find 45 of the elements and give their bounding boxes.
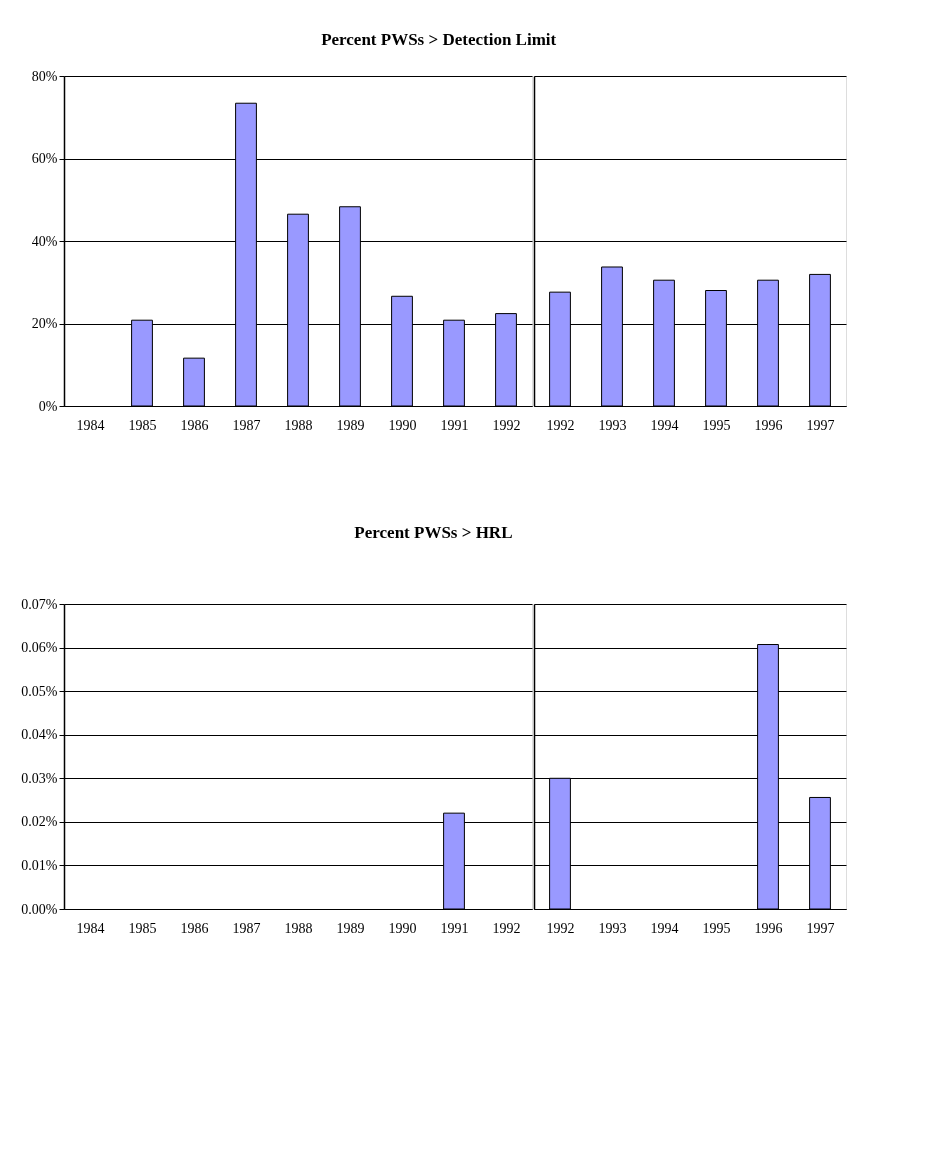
x-tick-label: 1986 bbox=[180, 417, 209, 433]
x-tick-label: 1991 bbox=[440, 920, 469, 936]
chart-title: Percent PWSs > HRL bbox=[354, 522, 513, 542]
x-tick-label: 1985 bbox=[128, 417, 157, 433]
x-tick-label: 1987 bbox=[232, 417, 261, 433]
x-tick-label: 1989 bbox=[336, 417, 365, 433]
x-tick-label: 1984 bbox=[76, 920, 105, 936]
x-tick-label: 1987 bbox=[232, 920, 261, 936]
x-tick-label: 1986 bbox=[180, 920, 209, 936]
x-tick-label: 1993 bbox=[598, 417, 627, 433]
x-tick-label: 1991 bbox=[440, 417, 469, 433]
chart-title: Percent PWSs > Detection Limit bbox=[321, 29, 557, 49]
x-tick-label: 1994 bbox=[650, 920, 679, 936]
y-tick-label: 20% bbox=[31, 316, 58, 331]
y-tick-label: 0.03% bbox=[21, 770, 58, 786]
y-tick-label: 0% bbox=[38, 398, 58, 414]
x-tick-label: 1988 bbox=[284, 920, 313, 936]
x-tick-label: 1992 bbox=[492, 920, 521, 936]
y-tick-label: 40% bbox=[31, 233, 58, 249]
x-tick-label: 1997 bbox=[806, 417, 835, 433]
x-tick-label: 1993 bbox=[598, 920, 627, 936]
y-tick-label: 0.00% bbox=[21, 901, 58, 917]
x-tick-label: 1994 bbox=[650, 417, 679, 433]
x-tick-label: 1989 bbox=[336, 920, 365, 936]
x-tick-label: 1992 bbox=[546, 920, 575, 936]
y-tick-label: 0.01% bbox=[21, 857, 58, 873]
x-tick-label: 1995 bbox=[702, 417, 731, 433]
x-tick-label: 1996 bbox=[754, 417, 783, 433]
x-tick-label: 1995 bbox=[702, 920, 731, 936]
y-tick-label: 0.07% bbox=[21, 596, 58, 612]
x-tick-label: 1988 bbox=[284, 417, 313, 433]
y-tick-label: 0.06% bbox=[21, 640, 58, 656]
x-tick-label: 1996 bbox=[754, 920, 783, 936]
x-tick-label: 1990 bbox=[388, 417, 417, 433]
y-tick-label: 0.05% bbox=[21, 683, 58, 699]
x-tick-label: 1992 bbox=[492, 417, 521, 433]
y-tick-label: 60% bbox=[31, 151, 58, 166]
x-tick-label: 1992 bbox=[546, 417, 575, 433]
y-tick-label: 0.02% bbox=[21, 814, 58, 830]
y-tick-label: 0.04% bbox=[21, 727, 58, 743]
x-tick-label: 1990 bbox=[388, 920, 417, 936]
x-tick-label: 1984 bbox=[76, 417, 105, 433]
x-tick-label: 1985 bbox=[128, 920, 157, 936]
x-tick-label: 1997 bbox=[806, 920, 835, 936]
y-tick-label: 80% bbox=[31, 68, 58, 84]
